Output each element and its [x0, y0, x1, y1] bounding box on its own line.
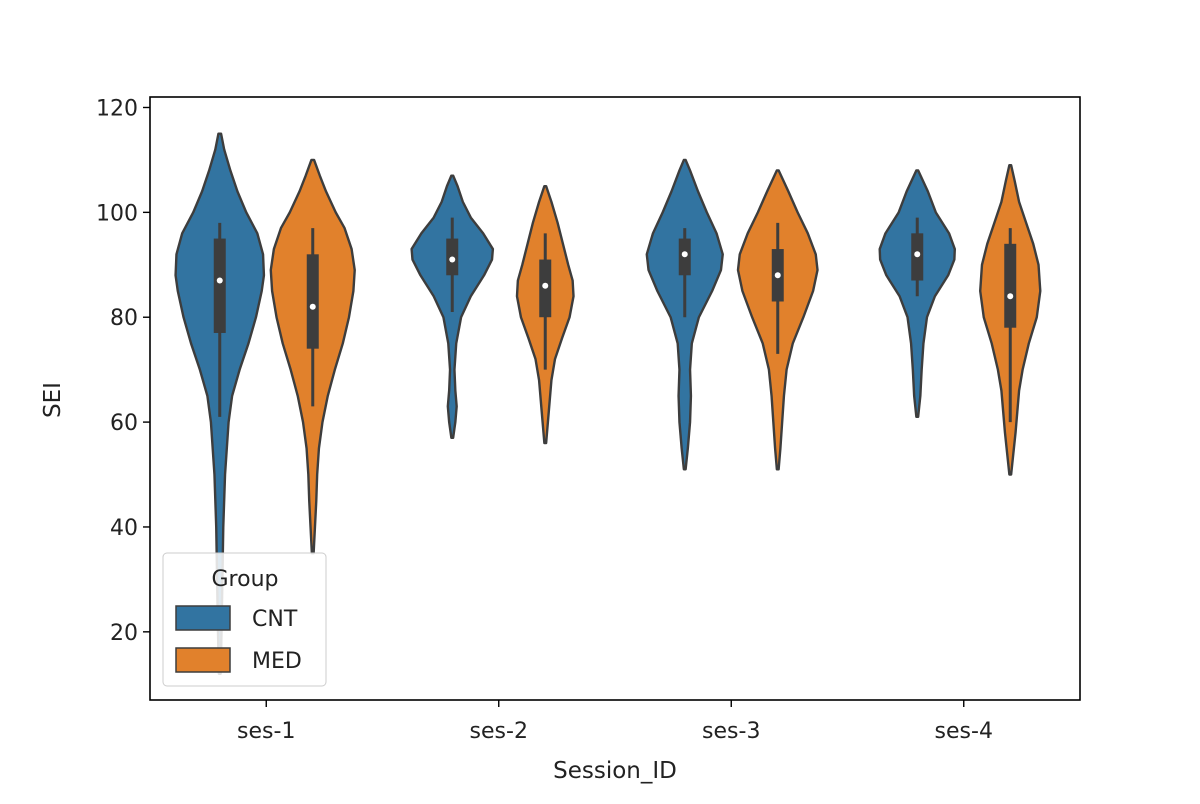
median-dot-cnt-ses-1 [216, 277, 223, 284]
median-dot-cnt-ses-3 [681, 251, 688, 258]
y-tick-label-60: 60 [110, 411, 138, 436]
y-axis-label: SEI [40, 382, 66, 418]
median-dot-cnt-ses-2 [449, 256, 456, 263]
iqr-box-med-ses-1 [306, 254, 319, 349]
median-dot-med-ses-3 [774, 272, 781, 279]
median-dot-med-ses-4 [1007, 293, 1014, 300]
y-tick-label-20: 20 [110, 621, 138, 646]
legend-swatch-med [175, 647, 231, 673]
y-tick-label-120: 120 [96, 96, 138, 121]
violins-layer [174, 132, 1042, 675]
legend-label-med: MED [252, 649, 302, 674]
y-axis-ticks: 20 40 60 80 100 120 [96, 96, 150, 646]
legend-title: Group [212, 567, 279, 592]
plot-frame [149, 96, 1081, 701]
x-tick-label-ses-4: ses-4 [935, 719, 993, 744]
y-tick-label-100: 100 [96, 201, 138, 226]
iqr-box-med-ses-4 [1004, 243, 1017, 328]
iqr-box-cnt-ses-1 [213, 238, 226, 333]
x-tick-label-ses-2: ses-2 [470, 719, 528, 744]
x-axis-label: Session_ID [553, 758, 677, 784]
median-dot-med-ses-2 [542, 282, 549, 289]
x-axis-ticks: ses-1 ses-2 ses-3 ses-4 [237, 700, 993, 744]
y-tick-label-80: 80 [110, 306, 138, 331]
median-dot-med-ses-1 [309, 303, 316, 310]
y-tick-label-40: 40 [110, 516, 138, 541]
legend: Group CNT MED [162, 552, 327, 687]
x-tick-label-ses-3: ses-3 [702, 719, 760, 744]
x-tick-label-ses-1: ses-1 [237, 719, 295, 744]
median-dot-cnt-ses-4 [914, 251, 921, 258]
legend-swatch-cnt [175, 605, 231, 631]
legend-label-cnt: CNT [252, 607, 298, 632]
